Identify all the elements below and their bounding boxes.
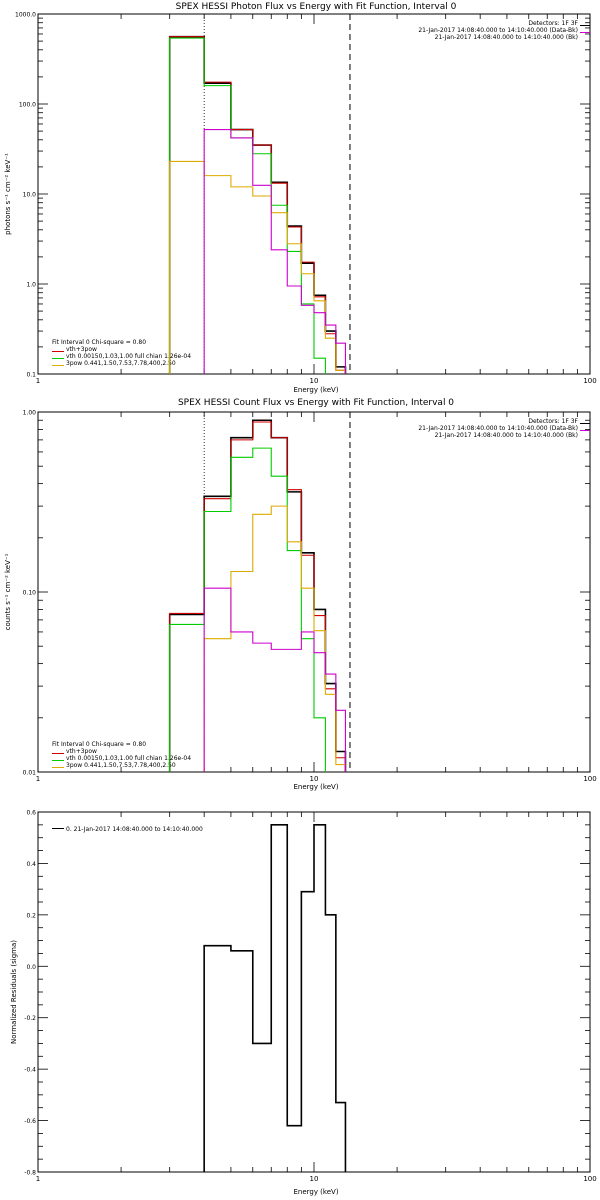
count-flux-y-tick-label-0-10: 0.10 (23, 590, 37, 597)
count-flux-legend-fit-title: Fit Interval 0 Chi-square = 0.80 (52, 741, 146, 748)
photon-flux-xlabel: Energy (keV) (293, 386, 338, 394)
residuals-ylabel: Normalized Residuals (sigma) (10, 940, 18, 1044)
residuals-legend-label: 0. 21-Jan-2017 14:08:40.000 to 14:10:40.… (66, 826, 203, 833)
residuals-x-tick-label-100: 100 (583, 1175, 596, 1183)
photon-flux-plot: 1 10 100 0.1 1.0 10.0 100.0 1000.0 (15, 12, 597, 386)
photon-flux-legend-bk: 21-Jan-2017 14:08:40.000 to 14:10:40.000… (435, 34, 578, 41)
photon-flux-y-tick-label-100-0: 100.0 (19, 102, 36, 109)
count-flux-legend-model: vth+3pow (66, 748, 97, 755)
count-flux-plot: 1 10 100 0.01 0.10 1.00 (23, 410, 597, 784)
residuals-y-tick-label--0-6: -0.6 (24, 1118, 36, 1125)
count-flux-legend-vth: vth 0.00150,1.03,1.00 full chian 1.26e-0… (66, 755, 191, 762)
photon-flux-x-tick-label-10: 10 (310, 377, 319, 385)
count-flux-series-5 (203, 505, 346, 772)
photon-flux-legend-top: Detectors: 1F 3F 21-Jan-2017 14:08:40.00… (418, 20, 578, 41)
photon-flux-legend-detectors: Detectors: 1F 3F (528, 20, 578, 27)
photon-flux-series-2 (203, 129, 346, 374)
residuals-y-tick-label-0-6: 0.6 (26, 810, 36, 817)
photon-flux-series-5 (169, 160, 346, 374)
residuals-y-tick-label--0-4: -0.4 (24, 1067, 36, 1074)
count-flux-x-tick-label-1: 1 (36, 775, 40, 783)
count-flux-title: SPEX HESSI Count Flux vs Energy with Fit… (178, 398, 454, 408)
count-flux-x-tick-label-100: 100 (583, 775, 596, 783)
residuals-plot: 1 10 100 -0.8 -0.6 -0.4 -0.2 0.0 0.2 0.4 0.6 (24, 810, 596, 1184)
count-flux-legend-top: Detectors: 1F 3F 21-Jan-2017 14:08:40.00… (418, 418, 578, 439)
count-flux-x-tick-label-10: 10 (310, 775, 319, 783)
photon-flux-ylabel: photons s⁻¹ cm⁻² keV⁻¹ (4, 153, 12, 235)
residuals-y-tick-label--0-2: -0.2 (24, 1015, 36, 1022)
photon-flux-legend-bottom: Fit Interval 0 Chi-square = 0.80 vth+3po… (52, 339, 191, 367)
count-flux-ylabel: counts s⁻¹ cm⁻² keV⁻¹ (4, 553, 12, 630)
count-flux-series-2 (203, 587, 346, 772)
residuals-y-tick-label-0-0: 0.0 (26, 964, 36, 971)
residuals-y-tick-label-0-2: 0.2 (26, 912, 36, 919)
photon-flux-y-tick-label-10-0: 10.0 (23, 192, 37, 199)
photon-flux-x-tick-label-100: 100 (583, 377, 596, 385)
count-flux-legend-3pow: 3pow 0.441,1.50,7.53,7.78,400,2.50 (66, 762, 176, 769)
photon-flux-y-tick-label-1-0: 1.0 (26, 282, 36, 289)
count-flux-xlabel: Energy (keV) (293, 783, 338, 791)
residuals-y-tick-label--0-8: -0.8 (24, 1170, 36, 1177)
count-flux-legend-detectors: Detectors: 1F 3F (528, 418, 578, 425)
photon-flux-panel: SPEX HESSI Photon Flux vs Energy with Fi… (4, 2, 579, 394)
residuals-x-tick-label-10: 10 (310, 1175, 319, 1183)
count-flux-y-tick-label-0-01: 0.01 (23, 770, 37, 777)
photon-flux-y-tick-label-0-1: 0.1 (26, 372, 36, 379)
count-flux-y-tick-label-1-00: 1.00 (23, 410, 37, 417)
photon-flux-legend-vth: vth 0.00150,1.03,1.00 full chian 1.26e-0… (66, 353, 191, 360)
photon-flux-title: SPEX HESSI Photon Flux vs Energy with Fi… (176, 2, 457, 12)
residuals-panel: Energy (keV) Normalized Residuals (sigma… (10, 826, 339, 1196)
count-flux-legend-bk: 21-Jan-2017 14:08:40.000 to 14:10:40.000… (435, 432, 578, 439)
residuals-y-tick-label-0-4: 0.4 (26, 861, 36, 868)
photon-flux-y-tick-label-1000-0: 1000.0 (15, 12, 36, 19)
count-flux-legend-data: 21-Jan-2017 14:08:40.000 to 14:10:40.000… (418, 425, 578, 432)
photon-flux-legend-fit-title: Fit Interval 0 Chi-square = 0.80 (52, 339, 146, 346)
count-flux-legend-bottom: Fit Interval 0 Chi-square = 0.80 vth+3po… (52, 741, 191, 769)
residuals-xlabel: Energy (keV) (293, 1188, 338, 1196)
photon-flux-legend-model: vth+3pow (66, 346, 97, 353)
residuals-series-1 (203, 824, 347, 1172)
photon-flux-legend-data: 21-Jan-2017 14:08:40.000 to 14:10:40.000… (418, 27, 578, 34)
photon-flux-legend-3pow: 3pow 0.441,1.50,7.53,7.78,400,2.50 (66, 360, 176, 367)
residuals-x-tick-label-1: 1 (36, 1175, 40, 1183)
count-flux-series-3 (169, 421, 346, 772)
count-flux-panel: SPEX HESSI Count Flux vs Energy with Fit… (4, 398, 579, 791)
photon-flux-x-tick-label-1: 1 (36, 377, 40, 385)
